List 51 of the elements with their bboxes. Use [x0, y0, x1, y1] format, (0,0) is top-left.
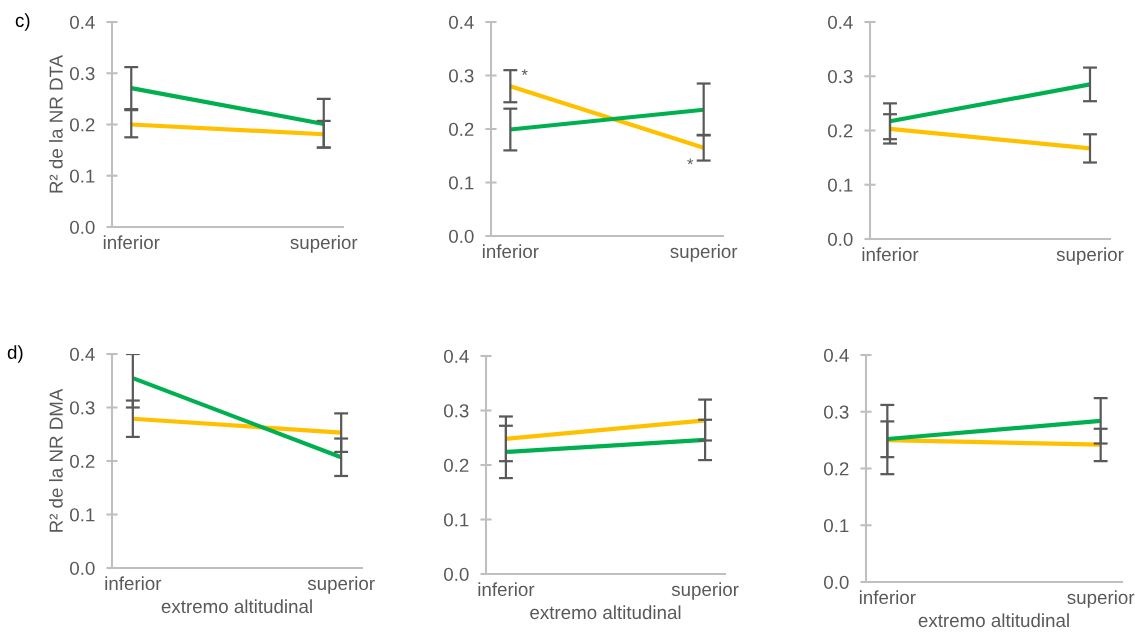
- y-tick-label: 0.1: [828, 178, 853, 192]
- y-tick-label: 0.1: [449, 176, 474, 190]
- text: c): [15, 13, 30, 31]
- x-tick-label: inferior: [105, 576, 162, 591]
- x-tick-label: inferior: [862, 247, 919, 262]
- y-tick-label: 0.0: [444, 567, 469, 581]
- y-tick-label: 0.3: [70, 401, 95, 415]
- text: d): [7, 345, 23, 363]
- x-tick-label: superior: [307, 576, 375, 594]
- y-tick-label: 0.4: [824, 348, 849, 362]
- y-tick-label: 0.2: [449, 122, 474, 136]
- y-tick-label: 0.3: [444, 404, 469, 418]
- y-tick-label: 0.4: [70, 347, 95, 361]
- y-axis-title: R² de la NR DTA: [49, 54, 63, 193]
- x-tick-label: inferior: [482, 244, 539, 259]
- x-tick-label: inferior: [478, 582, 535, 597]
- y-tick-label: 0.2: [70, 454, 95, 468]
- y-tick-label: 0.4: [444, 349, 469, 363]
- y-axis-title: R² de la NR DMA: [49, 388, 63, 532]
- x-axis-title: extremo altitudinal: [918, 613, 1069, 628]
- y-tick-label: 0.4: [70, 15, 95, 29]
- x-tick-label: inferior: [859, 590, 916, 605]
- x-tick-label: inferior: [103, 235, 160, 250]
- y-tick-label: 0.3: [824, 405, 849, 419]
- y-tick-label: 0.3: [70, 66, 95, 81]
- annotation: *: [521, 69, 528, 76]
- x-axis-title: extremo altitudinal: [161, 599, 312, 614]
- x-tick-label: superior: [670, 244, 738, 262]
- y-tick-label: 0.3: [449, 69, 474, 83]
- y-tick-label: 0.2: [70, 118, 95, 132]
- y-tick-label: 0.3: [828, 69, 853, 84]
- x-tick-label: superior: [671, 582, 739, 600]
- x-tick-label: superior: [290, 235, 358, 253]
- x-tick-label: superior: [1056, 247, 1124, 265]
- y-tick-label: 0.1: [70, 508, 95, 522]
- y-tick-label: 0.2: [828, 124, 853, 138]
- y-tick-label: 0.0: [70, 561, 95, 575]
- y-tick-label: 0.4: [449, 15, 474, 29]
- y-tick-label: 0.0: [70, 220, 95, 234]
- x-axis-title: extremo altitudinal: [530, 605, 681, 620]
- y-tick-label: 0.0: [824, 575, 849, 589]
- y-tick-label: 0.2: [444, 458, 469, 472]
- y-tick-label: 0.0: [449, 229, 474, 243]
- y-tick-label: 0.4: [828, 15, 853, 29]
- annotation: *: [687, 158, 694, 165]
- y-tick-label: 0.1: [444, 513, 469, 527]
- y-tick-label: 0.1: [70, 169, 95, 183]
- y-tick-label: 0.0: [828, 232, 853, 246]
- y-tick-label: 0.1: [824, 518, 849, 533]
- x-tick-label: superior: [1067, 590, 1135, 608]
- y-tick-label: 0.2: [824, 462, 849, 476]
